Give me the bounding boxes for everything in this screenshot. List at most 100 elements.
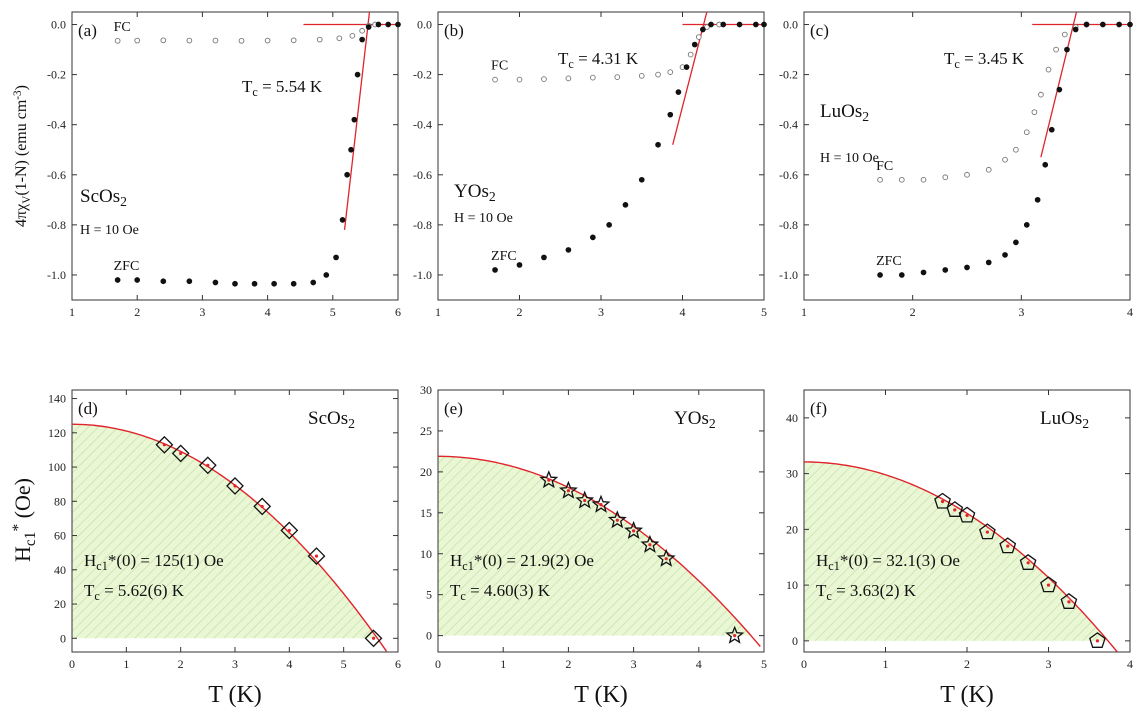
zfc-point bbox=[271, 280, 277, 287]
zfc-point bbox=[516, 262, 523, 268]
compound-label: LuOs2 bbox=[1040, 408, 1089, 431]
x-tick-label: 0 bbox=[69, 657, 75, 671]
tc-label: Tc = 4.31 K bbox=[558, 49, 639, 71]
compound-label: YOs2 bbox=[674, 408, 716, 431]
zfc-point bbox=[1002, 252, 1008, 258]
zfc-point bbox=[752, 21, 759, 28]
x-axis-title: T (K) bbox=[574, 682, 628, 708]
fit-curve bbox=[804, 461, 1118, 652]
fc-point bbox=[1061, 31, 1068, 38]
zfc-point bbox=[898, 272, 905, 278]
zfc-point bbox=[1064, 46, 1070, 53]
y-tick-label: -0.6 bbox=[413, 168, 432, 182]
x-tick-label: 4 bbox=[265, 305, 271, 319]
y-tick-label: 20 bbox=[420, 465, 432, 479]
marker-center bbox=[953, 508, 957, 512]
fc-point bbox=[655, 71, 661, 78]
y-tick-label: 40 bbox=[786, 411, 798, 425]
x-tick-label: 3 bbox=[199, 305, 205, 319]
pentagon-marker bbox=[999, 537, 1017, 554]
zfc-point bbox=[251, 280, 258, 287]
fc-point bbox=[134, 37, 141, 44]
y-tick-label: 0 bbox=[426, 629, 432, 643]
pentagon-marker bbox=[958, 506, 976, 523]
zfc-point bbox=[920, 269, 927, 276]
y-tick-label: -0.4 bbox=[779, 118, 798, 132]
marker-center bbox=[583, 498, 587, 503]
y-tick-label: 140 bbox=[48, 392, 66, 406]
x-tick-label: 2 bbox=[178, 657, 184, 671]
fc-point bbox=[238, 37, 245, 44]
y-tick-label: -0.8 bbox=[413, 218, 432, 232]
zfc-point bbox=[323, 272, 330, 278]
field-label: H = 10 Oe bbox=[454, 211, 513, 226]
marker-center bbox=[664, 557, 668, 561]
fc-point bbox=[336, 35, 343, 42]
x-tick-label: 3 bbox=[232, 657, 238, 671]
star-marker bbox=[539, 470, 559, 489]
zfc-point bbox=[351, 116, 358, 123]
marker-center bbox=[1026, 561, 1030, 565]
zfc-point bbox=[1013, 239, 1019, 246]
pentagon-marker bbox=[946, 501, 964, 517]
pentagon-marker bbox=[934, 492, 951, 509]
fc-point bbox=[290, 37, 297, 44]
marker-center bbox=[1095, 639, 1099, 643]
fc-point bbox=[1013, 146, 1019, 153]
star-marker bbox=[558, 480, 578, 499]
zfc-point bbox=[232, 280, 238, 287]
fc-point bbox=[1053, 46, 1059, 53]
marker-center bbox=[615, 518, 619, 522]
y-tick-label: 30 bbox=[786, 467, 798, 481]
y-tick-label: 10 bbox=[786, 578, 798, 592]
fc-point bbox=[1038, 91, 1044, 98]
panel-label: (d) bbox=[78, 399, 98, 418]
x-tick-label: 6 bbox=[395, 657, 401, 671]
fc-point bbox=[942, 174, 949, 181]
fc-point bbox=[1002, 156, 1008, 163]
zfc-label: ZFC bbox=[491, 249, 517, 264]
zfc-point bbox=[348, 146, 354, 153]
fc-point bbox=[212, 37, 219, 44]
marker-center bbox=[648, 543, 652, 547]
star-marker bbox=[640, 534, 660, 553]
fit-line bbox=[1040, 12, 1078, 158]
fc-point bbox=[359, 27, 365, 34]
marker-center bbox=[233, 484, 237, 488]
fc-point bbox=[1031, 109, 1038, 116]
x-tick-label: 1 bbox=[123, 657, 129, 671]
zfc-point bbox=[622, 201, 629, 208]
panel-e: 0 1 2 3 4 5 0 5 10 15 20 25 30 (e) YOs2 Hc1*(0) = 21.9(… bbox=[420, 383, 767, 671]
fc-point bbox=[638, 73, 645, 79]
diamond-marker bbox=[226, 476, 244, 495]
shaded-region bbox=[72, 424, 378, 639]
marker-center bbox=[599, 503, 603, 507]
zfc-point bbox=[1127, 21, 1133, 28]
y-tick-label: -0.8 bbox=[47, 218, 66, 232]
fc-point bbox=[492, 76, 498, 83]
y-tick-label: 0.0 bbox=[417, 18, 432, 32]
zfc-point bbox=[683, 64, 690, 70]
marker-center bbox=[940, 499, 945, 504]
fc-point bbox=[316, 36, 323, 43]
fc-label: FC bbox=[114, 20, 131, 35]
zfc-point bbox=[344, 171, 350, 178]
zfc-point bbox=[339, 217, 346, 223]
star-marker bbox=[656, 548, 676, 567]
marker-center bbox=[1006, 544, 1010, 548]
pentagon-marker bbox=[979, 523, 996, 540]
x-tick-label: 0 bbox=[435, 657, 441, 671]
pentagon-marker bbox=[1089, 632, 1106, 648]
zfc-point bbox=[638, 176, 645, 183]
zfc-point bbox=[565, 247, 572, 253]
x-tick-label: 6 bbox=[395, 305, 401, 319]
zfc-point bbox=[1023, 222, 1030, 228]
marker-center bbox=[287, 528, 291, 533]
marker-center bbox=[733, 634, 737, 638]
fc-point bbox=[1045, 66, 1052, 73]
zfc-point bbox=[589, 234, 596, 241]
tc-annotation: Tc = 4.60(3) K bbox=[450, 581, 551, 603]
zfc-point bbox=[354, 71, 361, 78]
hc1-annotation: Hc1*(0) = 21.9(2) Oe bbox=[450, 551, 594, 573]
